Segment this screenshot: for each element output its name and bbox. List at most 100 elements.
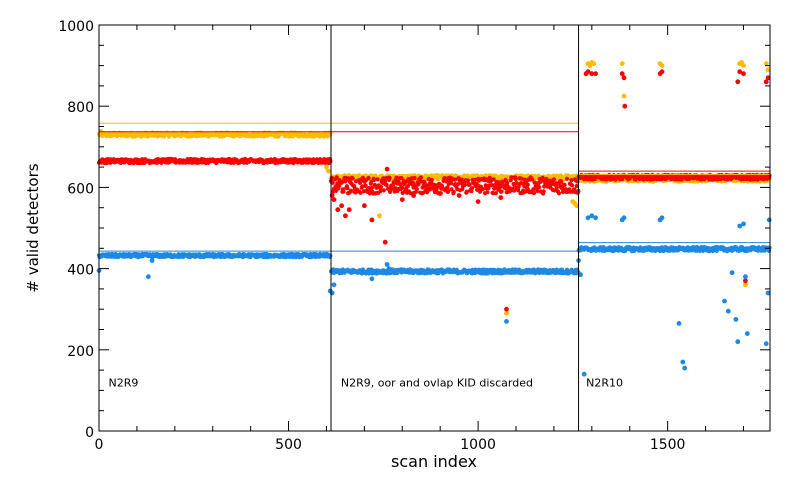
red-point bbox=[530, 177, 535, 182]
red-outlier-point bbox=[504, 306, 509, 312]
red-point bbox=[464, 189, 469, 194]
blue-outlier-point bbox=[737, 223, 743, 229]
red-point bbox=[525, 182, 530, 187]
red-outlier-point bbox=[329, 193, 335, 198]
red-point bbox=[350, 176, 355, 181]
red-outlier-point bbox=[411, 193, 416, 198]
red-point bbox=[459, 177, 464, 182]
red-outlier-point bbox=[741, 71, 746, 77]
red-point bbox=[372, 177, 377, 182]
red-point bbox=[551, 177, 557, 182]
blue-outlier-point bbox=[743, 274, 748, 280]
red-outlier-point bbox=[369, 217, 375, 223]
blue-outlier-point bbox=[735, 339, 741, 345]
orange-outlier-point bbox=[741, 63, 746, 68]
blue-outlier-point bbox=[585, 215, 591, 221]
y-tick-label: 1000 bbox=[58, 19, 94, 35]
orange-outlier-point bbox=[619, 61, 625, 66]
red-point bbox=[556, 191, 562, 196]
blue-outlier-point bbox=[149, 258, 155, 263]
blue-outlier-point bbox=[680, 359, 686, 365]
red-outlier-point bbox=[763, 79, 769, 85]
red-outlier-point bbox=[382, 239, 388, 245]
orange-outlier-point bbox=[324, 164, 329, 170]
red-point bbox=[384, 182, 389, 187]
orange-outlier-point bbox=[765, 67, 771, 73]
red-point bbox=[519, 176, 524, 181]
orange-outlier-point bbox=[591, 61, 597, 66]
blue-outlier-point bbox=[765, 290, 771, 296]
red-outlier-point bbox=[456, 193, 462, 198]
blue-outlier-point bbox=[722, 298, 727, 304]
blue-outlier-point bbox=[729, 270, 735, 276]
red-point bbox=[410, 180, 415, 185]
red-point bbox=[412, 176, 417, 181]
red-point bbox=[500, 179, 505, 184]
axes: 0 500 1000 1500 0 200 400 600 800 1000 bbox=[58, 19, 770, 453]
orange-outlier-point bbox=[326, 168, 331, 174]
orange-outlier-point bbox=[377, 213, 382, 219]
red-point bbox=[537, 185, 542, 190]
red-outlier-point bbox=[331, 197, 337, 203]
red-point bbox=[394, 175, 399, 180]
y-axis-label: # valid detectors bbox=[24, 163, 42, 292]
red-point bbox=[445, 185, 450, 190]
red-point bbox=[416, 182, 421, 187]
orange-outlier-point bbox=[743, 282, 748, 288]
y-tick-label: 600 bbox=[67, 181, 94, 197]
red-point bbox=[378, 185, 384, 190]
blue-outlier-point bbox=[763, 341, 769, 347]
y-tick-label: 0 bbox=[85, 425, 94, 441]
red-point bbox=[400, 185, 405, 190]
red-point bbox=[381, 188, 386, 193]
blue-outlier-point bbox=[741, 221, 746, 227]
red-point bbox=[541, 189, 546, 194]
red-outlier-point bbox=[384, 166, 390, 172]
red-outlier-point bbox=[388, 185, 394, 190]
red-outlier-point bbox=[737, 69, 743, 75]
orange-outlier-point bbox=[659, 63, 665, 68]
red-point bbox=[491, 177, 496, 182]
orange-point bbox=[328, 130, 333, 135]
orange-outlier-point bbox=[504, 310, 509, 316]
red-point bbox=[559, 179, 564, 184]
blue-outlier-point bbox=[384, 262, 390, 267]
red-outlier-point bbox=[335, 207, 341, 213]
red-point bbox=[387, 175, 392, 180]
red-outlier-point bbox=[735, 79, 741, 85]
red-point bbox=[564, 176, 570, 181]
red-point bbox=[452, 177, 458, 182]
red-point bbox=[540, 175, 545, 180]
red-point bbox=[369, 185, 374, 190]
blue-outlier-point bbox=[733, 317, 739, 322]
blue-outlier-point bbox=[581, 371, 587, 377]
red-point bbox=[513, 177, 518, 182]
blue-outlier-point bbox=[504, 319, 509, 324]
red-outlier-point bbox=[339, 203, 344, 209]
red-point bbox=[378, 188, 383, 194]
red-outlier-point bbox=[487, 176, 492, 182]
red-point bbox=[469, 186, 475, 191]
red-outlier-point bbox=[743, 278, 748, 284]
red-point bbox=[574, 183, 579, 189]
red-point bbox=[334, 175, 339, 180]
x-axis-label: scan index bbox=[391, 452, 477, 471]
red-outlier-point bbox=[765, 75, 771, 81]
red-point bbox=[366, 175, 371, 181]
orange-outlier-point bbox=[621, 93, 627, 99]
red-point bbox=[375, 177, 380, 182]
blue-outlier-point bbox=[676, 321, 682, 326]
red-point bbox=[544, 177, 549, 182]
red-point bbox=[418, 175, 423, 180]
red-outlier-point bbox=[346, 207, 352, 213]
red-point bbox=[493, 191, 498, 196]
red-outlier-point bbox=[362, 203, 367, 209]
red-point bbox=[462, 183, 467, 188]
red-point bbox=[531, 190, 537, 196]
y-tick-label: 200 bbox=[67, 344, 94, 360]
blue-outlier-point bbox=[386, 266, 392, 271]
blue-point bbox=[328, 253, 333, 258]
red-point bbox=[358, 190, 363, 195]
red-point bbox=[363, 183, 368, 188]
blue-outlier-point bbox=[621, 215, 627, 221]
